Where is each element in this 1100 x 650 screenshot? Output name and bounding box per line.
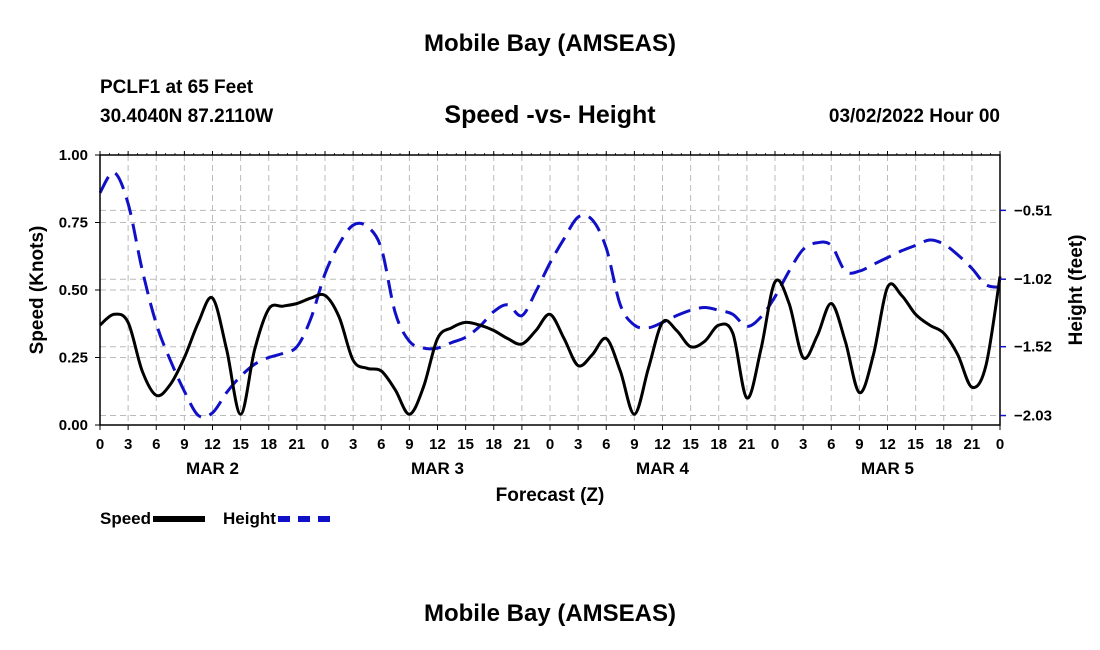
coordinates-label: 30.4040N 87.2110W: [100, 106, 274, 127]
x-tick-label: 12: [204, 436, 221, 453]
x-tick-label: 3: [799, 436, 807, 453]
y2-tick-label: −1.52: [1014, 339, 1052, 356]
x-tick-label: 12: [879, 436, 896, 453]
x-tick-label: 18: [710, 436, 727, 453]
legend: Speed Height: [100, 509, 348, 529]
x-tick-label: 6: [827, 436, 835, 453]
x-tick-label: 21: [514, 436, 531, 453]
x-tick-label: 21: [964, 436, 981, 453]
y-tick-label: 0.25: [59, 350, 88, 367]
x-tick-label: 15: [232, 436, 249, 453]
x-tick-label: 3: [349, 436, 357, 453]
x-tick-label: 9: [405, 436, 413, 453]
x-tick-label: 0: [96, 436, 104, 453]
x-axis-label: Forecast (Z): [496, 485, 605, 506]
top-title: Mobile Bay (AMSEAS): [423, 30, 677, 57]
x-tick-label: 18: [260, 436, 277, 453]
x-tick-label: 15: [457, 436, 474, 453]
x-tick-label: 6: [602, 436, 610, 453]
day-label: MAR 4: [636, 459, 689, 478]
x-tick-label: 3: [574, 436, 582, 453]
x-tick-label: 21: [739, 436, 756, 453]
day-label: MAR 3: [411, 459, 464, 478]
x-tick-label: 15: [907, 436, 924, 453]
x-tick-label: 9: [855, 436, 863, 453]
x-tick-label: 12: [654, 436, 671, 453]
x-tick-label: 9: [180, 436, 188, 453]
x-tick-label: 9: [630, 436, 638, 453]
legend-speed-label: Speed: [100, 509, 152, 528]
x-tick-label: 12: [429, 436, 446, 453]
x-tick-label: 3: [124, 436, 132, 453]
x-tick-label: 0: [546, 436, 554, 453]
x-tick-label: 15: [682, 436, 699, 453]
y2-tick-label: −1.02: [1014, 271, 1052, 288]
legend-height-swatch: [277, 516, 330, 522]
series-line-speed: [99, 276, 1002, 416]
x-tick-label: 21: [289, 436, 306, 453]
x-tick-label: 0: [771, 436, 779, 453]
bottom-title: Mobile Bay (AMSEAS): [423, 600, 677, 627]
y-tick-label: 0.00: [59, 417, 88, 434]
y2-tick-label: −2.03: [1014, 408, 1052, 425]
y-tick-label: 1.00: [59, 147, 88, 164]
x-tick-label: 18: [935, 436, 952, 453]
x-tick-label: 6: [377, 436, 385, 453]
y2-tick-label: −0.51: [1014, 202, 1052, 219]
legend-speed-swatch: [153, 516, 206, 522]
day-label: MAR 2: [186, 459, 239, 478]
x-tick-label: 18: [485, 436, 502, 453]
x-tick-label: 6: [152, 436, 160, 453]
y-tick-label: 0.50: [59, 282, 88, 299]
series-line-height: [98, 171, 1001, 419]
x-tick-label: 0: [996, 436, 1004, 453]
day-label: MAR 5: [861, 459, 914, 478]
ticks: 0 3 6 9 12 15 18 21 0 3 6 9 12 15 18 21 0 3 6 9 12 15 18 21 0 3 6 9…: [59, 147, 1052, 478]
series-layer: [98, 171, 1002, 419]
y-tick-label: 0.75: [59, 215, 88, 232]
y2-axis-label: Height (feet): [1066, 235, 1087, 346]
y-axis-label: Speed (Knots): [27, 226, 48, 355]
legend-height-label: Height: [223, 509, 276, 528]
chart-subtitle: Speed -vs- Height: [444, 101, 656, 129]
forecast-datetime: 03/02/2022 Hour 00: [828, 106, 1000, 127]
station-label: PCLF1 at 65 Feet: [100, 77, 254, 98]
legend-speed: Speed: [100, 509, 206, 529]
legend-height: Height: [223, 509, 330, 529]
x-tick-label: 0: [321, 436, 329, 453]
